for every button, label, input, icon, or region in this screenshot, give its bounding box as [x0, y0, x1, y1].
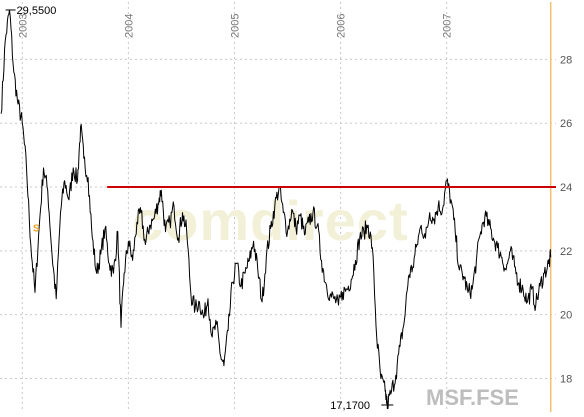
x-tick-label: 2005 — [229, 14, 241, 38]
axis-layer: 18 20 22 24 26 28 2003 2004 2005 2006 2007 — [17, 14, 572, 386]
x-tick-label: 2004 — [123, 14, 135, 38]
line-layer — [0, 9, 552, 410]
min-price-label: 17,1700 — [330, 400, 370, 412]
watermark-layer: comdirect — [132, 189, 409, 252]
x-tick-label: 2007 — [442, 14, 454, 38]
annotation-layer: 29,5500 17,1700 S MSF.FSE — [5, 5, 519, 412]
x-tick-label: 2006 — [336, 14, 348, 38]
x-tick-label: 2003 — [17, 14, 29, 38]
symbol-label: MSF.FSE — [426, 385, 519, 410]
y-tick-label: 28 — [560, 54, 572, 66]
y-tick-label: 24 — [560, 182, 572, 194]
max-price-label: 29,5500 — [17, 5, 57, 17]
y-tick-label: 18 — [560, 373, 572, 385]
y-tick-label: 26 — [560, 118, 572, 130]
y-tick-label: 20 — [560, 310, 572, 322]
watermark-text: comdirect — [132, 189, 409, 252]
y-tick-label: 22 — [560, 246, 572, 258]
signal-marker: S — [33, 224, 40, 235]
grid-layer — [0, 2, 556, 412]
price-series-line — [0, 9, 552, 410]
